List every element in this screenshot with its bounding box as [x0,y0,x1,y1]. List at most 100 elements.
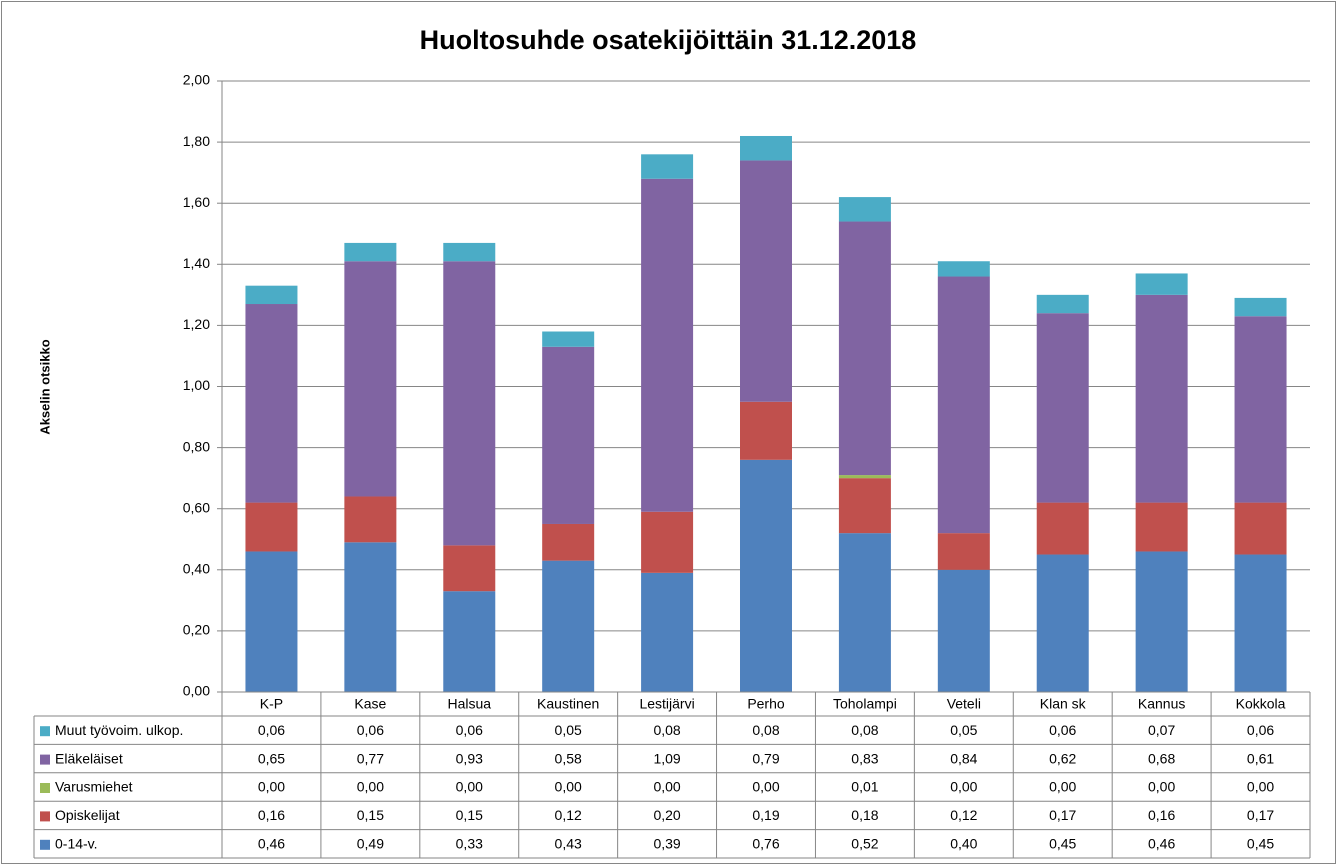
bar-segment [1135,502,1188,552]
bar-segment [641,572,694,692]
table-value: 0,07 [1148,722,1175,738]
bar-segment [838,533,891,692]
table-value: 0,00 [258,779,285,795]
bar-segment [344,496,397,543]
table-value: 0,15 [456,807,483,823]
y-tick-label: 0,40 [183,561,210,577]
bar-segment [1036,294,1089,314]
table-value: 0,45 [1247,836,1274,852]
bar-segment [1135,551,1188,692]
table-value: 0,39 [653,836,680,852]
legend-key [40,839,50,850]
x-tick-label: Halsua [447,696,491,712]
table-value: 0,49 [357,836,384,852]
table-value: 0,16 [258,807,285,823]
bar-segment [740,160,792,402]
table-value: 0,06 [357,722,384,738]
x-tick-label: Toholampi [833,696,897,712]
table-value: 0,33 [456,836,483,852]
y-tick-label: 0,60 [183,499,210,515]
bar-segment [838,478,891,534]
bar-segment [344,542,397,692]
table-value: 0,46 [1148,836,1175,852]
bar-segment [344,242,397,262]
table-value: 0,00 [456,779,483,795]
bar-segment [740,401,792,460]
bar-segment [838,197,891,222]
bar-segment [838,221,891,476]
y-tick-label: 0,00 [183,683,210,699]
table-value: 0,62 [1049,750,1076,766]
legend-label: Varusmiehet [55,779,133,795]
bar-segment [641,154,694,179]
table-value: 0,01 [851,779,878,795]
y-tick-label: 1,80 [183,133,210,149]
x-tick-label: Klan sk [1040,696,1087,712]
bar-segment [838,475,891,479]
table-value: 0,61 [1247,750,1274,766]
table-value: 0,08 [851,722,878,738]
bar-segment [1234,297,1287,317]
y-axis-label: Akselin otsikko [37,339,52,434]
legend-label: 0-14-v. [55,836,98,852]
table-value: 0,00 [357,779,384,795]
table-value: 0,79 [752,750,779,766]
bar-segment [245,551,298,692]
table-value: 0,06 [1049,722,1076,738]
x-tick-label: Kaustinen [537,696,599,712]
table-value: 0,12 [950,807,977,823]
bar-segment [937,569,990,692]
x-tick-label: K-P [260,696,283,712]
chart-title: Huoltosuhde osatekijöittäin 31.12.2018 [420,25,917,55]
y-tick-label: 1,60 [183,194,210,210]
table-value: 0,77 [357,750,384,766]
table-value: 0,45 [1049,836,1076,852]
bar-segment [641,511,694,573]
bar-segment [443,545,496,592]
x-tick-label: Kokkola [1236,696,1286,712]
x-tick-label: Veteli [947,696,981,712]
table-value: 0,00 [1148,779,1175,795]
table-value: 0,93 [456,750,483,766]
bar-segment [1234,502,1287,555]
table-value: 0,84 [950,750,977,766]
table-value: 0,06 [258,722,285,738]
bar-segment [937,276,990,534]
bar-segment [443,242,496,262]
bar-segment [245,502,298,552]
x-tick-label: Lestijärvi [639,696,694,712]
table-value: 0,16 [1148,807,1175,823]
bar-segment [245,304,298,503]
bar-segment [245,285,298,305]
bar-segment [542,560,595,692]
table-value: 0,00 [1049,779,1076,795]
y-tick-label: 1,00 [183,377,210,393]
x-tick-label: Kannus [1138,696,1185,712]
legend-key [40,811,50,822]
table-value: 0,68 [1148,750,1175,766]
legend-key [40,754,50,765]
bar-segment [937,261,990,277]
table-value: 0,46 [258,836,285,852]
table-value: 0,08 [752,722,779,738]
bar-segment [1036,502,1089,555]
table-value: 0,76 [752,836,779,852]
legend-key [40,783,50,793]
bar-segment [542,346,595,524]
bar-segment [740,135,792,161]
legend-label: Eläkeläiset [55,750,123,766]
table-value: 0,40 [950,836,977,852]
table-value: 0,17 [1247,807,1274,823]
y-tick-label: 0,80 [183,438,210,454]
table-value: 0,43 [555,836,582,852]
bar-segment [1234,316,1287,503]
table-value: 0,00 [1247,779,1274,795]
table-value: 0,65 [258,750,285,766]
table-value: 0,12 [555,807,582,823]
x-tick-label: Kase [354,696,386,712]
table-value: 1,09 [653,750,680,766]
bar-segment [443,261,496,546]
table-value: 0,05 [555,722,582,738]
table-value: 0,19 [752,807,779,823]
